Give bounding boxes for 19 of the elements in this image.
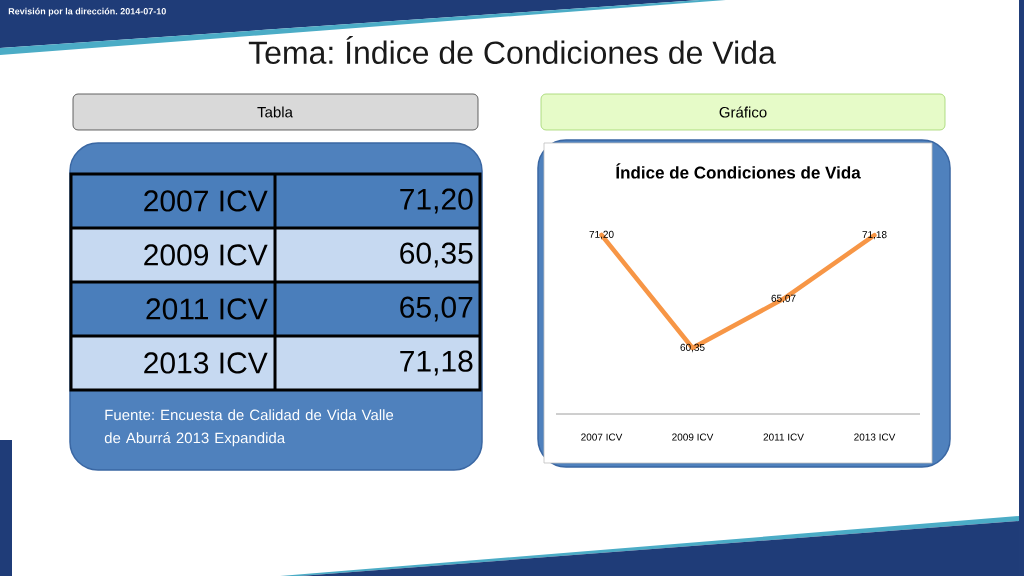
category-label: 2013 ICV <box>144 352 268 374</box>
x-tick-label: 2007 ICV <box>581 433 623 441</box>
chart-title: Índice de Condiciones de Vida <box>616 163 861 179</box>
data-label: 60,35 <box>680 343 705 353</box>
text: Tema: Índice de Condiciones de Vida <box>248 35 776 65</box>
category-label: 2007 ICV <box>144 190 268 212</box>
category-label: 2011 ICV <box>146 298 268 320</box>
text: Revisión por la dirección. 2014-07-10 <box>8 7 166 17</box>
category-label: 2009 ICV <box>144 244 268 266</box>
x-tick-label: 2009 ICV <box>672 433 714 441</box>
text: Gráfico <box>719 106 767 118</box>
text: 71,20 <box>400 188 473 214</box>
x-tick-label: 2011 ICV <box>763 433 804 441</box>
source-note: Fuente: Encuesta de Calidad de Vida Valle de Aburrá 2013 Expandida <box>104 409 394 447</box>
text: 71,18 <box>400 350 473 376</box>
x-tick-label: 2013 ICV <box>854 433 896 441</box>
text: 65,07 <box>400 296 473 322</box>
text: 60,35 <box>400 242 473 268</box>
text: Tabla <box>257 106 293 118</box>
